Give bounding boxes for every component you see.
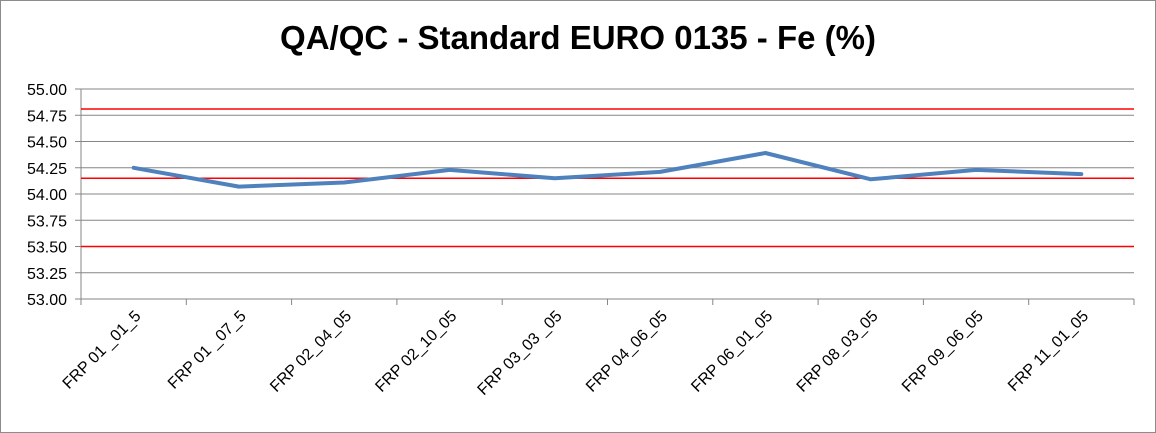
y-tick-label: 54.75 <box>27 108 67 125</box>
series-line <box>131 151 1084 189</box>
y-tick-label: 53.00 <box>27 292 67 309</box>
x-tick-label: FRP 02_04_05 <box>267 308 355 396</box>
x-tick-label: FRP 01 _07_5 <box>165 308 250 393</box>
x-tick-label: FRP 03_03 _05 <box>475 308 566 399</box>
y-tick-label: 54.25 <box>27 161 67 178</box>
x-tick-label: FRP 09_06_05 <box>899 308 987 396</box>
y-tick-label: 53.50 <box>27 240 67 257</box>
y-tick-label: 54.50 <box>27 135 67 152</box>
y-tick-label: 54.00 <box>27 187 67 204</box>
x-tick-label: FRP 04_06_05 <box>583 308 671 396</box>
y-tick-label: 53.25 <box>27 266 67 283</box>
y-tick-label: 53.75 <box>27 213 67 230</box>
x-tick-label: FRP 11_01_05 <box>1005 308 1092 395</box>
chart-title: QA/QC - Standard EURO 0135 - Fe (%) <box>280 19 876 56</box>
x-tick-label: FRP 08_03_05 <box>794 308 882 396</box>
y-tick-label: 55.00 <box>27 82 67 99</box>
x-tick-label: FRP 06_01_05 <box>688 308 776 396</box>
x-tick-label: FRP 01 _01_5 <box>60 308 145 393</box>
x-tick-label: FRP 02_10_05 <box>372 308 460 396</box>
